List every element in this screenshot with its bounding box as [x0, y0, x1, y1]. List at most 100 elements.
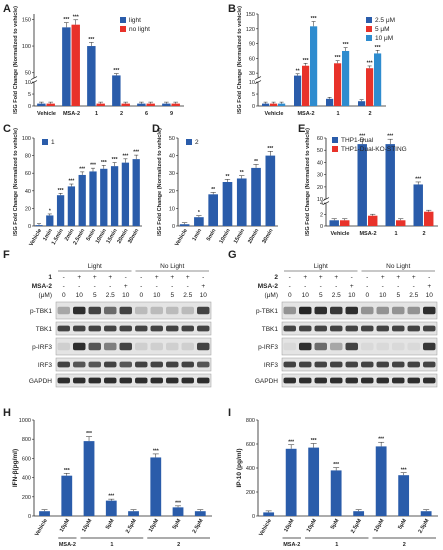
legend-label: light — [129, 17, 141, 24]
blot-strip — [55, 357, 212, 372]
bar — [121, 162, 130, 226]
blot-band — [73, 361, 86, 368]
blot-band — [314, 361, 327, 368]
blot-row-label: p-IRF3 — [258, 344, 278, 351]
bar — [121, 103, 130, 106]
x-category-label: 2min — [64, 227, 76, 242]
blot-band — [299, 342, 312, 351]
blot-band — [181, 377, 194, 384]
y-tick-label: 800 — [22, 437, 31, 443]
concentration-lane-value: 5 — [396, 292, 400, 299]
y-tick-label: 20 — [169, 189, 175, 195]
blot-band — [150, 325, 163, 332]
blot-band — [135, 377, 148, 384]
msa-lane-flag: - — [156, 283, 158, 290]
blot-band — [197, 325, 210, 332]
msa-row-label: MSA-2 — [32, 283, 53, 290]
significance-marker: *** — [401, 467, 407, 473]
blot-band — [376, 377, 389, 384]
concentration-lane-value: 5 — [93, 292, 97, 299]
blot-strip — [55, 301, 212, 320]
y-axis-label: IFN-β(pg/ml) — [12, 449, 19, 487]
y-tick-label: 10 — [317, 197, 323, 203]
legend-swatch — [42, 139, 48, 145]
blot-band — [376, 325, 389, 332]
significance-marker: *** — [335, 55, 341, 61]
y-tick-label: 2 — [320, 213, 323, 219]
bar — [308, 447, 320, 516]
blot-row-label: p-TBK1 — [30, 308, 52, 315]
x-category-label: 2.5μM — [125, 518, 138, 535]
blot-row-label: TBK1 — [36, 326, 53, 333]
x-category-label: 1min — [192, 227, 204, 242]
bar — [132, 159, 140, 226]
legend-label: 10 μM — [375, 35, 393, 42]
concentration-lane-value: 10 — [348, 292, 356, 299]
y-tick-label: 40 — [169, 154, 175, 160]
compound-lane-flag: + — [77, 274, 81, 281]
x-category-label: Vehicle — [174, 228, 189, 247]
condition-light-label: Light — [314, 263, 328, 270]
blot-band — [376, 342, 389, 351]
blot-band — [104, 361, 117, 368]
blot-strip — [281, 321, 438, 336]
bar — [326, 98, 334, 106]
group-label: 2 — [177, 542, 180, 548]
blot-band — [197, 361, 210, 368]
bar — [194, 511, 206, 516]
blot-band — [345, 306, 358, 315]
blot-band — [88, 361, 101, 368]
significance-marker: *** — [73, 14, 79, 20]
y-tick-label: 0 — [28, 514, 31, 520]
blot-band — [119, 377, 132, 384]
blot-band — [361, 342, 374, 351]
blot-row-label: IRF3 — [264, 362, 278, 369]
significance-marker: *** — [133, 150, 139, 156]
blot-band — [423, 325, 436, 332]
significance-marker: *** — [288, 439, 294, 445]
blot-band — [407, 377, 420, 384]
blot-band — [166, 342, 179, 351]
significance-marker: *** — [64, 468, 70, 474]
legend-label: 1 — [51, 139, 55, 146]
x-category-label: 2.5μM — [192, 518, 205, 535]
y-tick-label: 800 — [246, 418, 255, 424]
bar — [265, 155, 276, 226]
blot-band — [376, 361, 389, 368]
blots-layer: Light No Light 1 MSA-2 (μM) - - 0 + - 10 + - 5 + - 2.5 - +… — [29, 263, 438, 388]
y-tick-label: 200 — [22, 495, 31, 501]
y-tick-label: 100 — [22, 136, 31, 142]
legend-swatch — [120, 26, 126, 32]
significance-marker: ** — [226, 174, 230, 180]
blot-band — [314, 325, 327, 332]
bar — [39, 511, 50, 516]
blot-band — [345, 377, 358, 384]
blot-band — [283, 325, 296, 332]
y-tick-label: 50 — [169, 136, 175, 142]
legend-swatch — [366, 35, 372, 41]
compound-lane-flag: - — [202, 274, 204, 281]
bar — [424, 211, 434, 226]
compound-lane-flag: + — [334, 274, 338, 281]
blot-band — [135, 342, 148, 351]
bar — [162, 103, 171, 106]
y-tick-label: 150 — [246, 12, 255, 18]
concentration-lane-value: 10 — [122, 292, 130, 299]
y-tick-label: 60 — [317, 136, 323, 142]
x-category-label: 5min — [86, 227, 98, 242]
blot-band — [197, 377, 210, 384]
compound-lane-flag: + — [93, 274, 97, 281]
x-category-label: 2.5min — [72, 227, 86, 246]
blot-band — [88, 342, 101, 351]
blot-band — [181, 306, 194, 315]
blot-band — [392, 361, 405, 368]
blot-row-label: GAPDH — [29, 378, 52, 385]
y-tick-label: 40 — [25, 189, 31, 195]
blot-row-label: TBK1 — [262, 326, 279, 333]
bar — [172, 507, 184, 516]
blot-band — [57, 325, 70, 332]
blot-f: Light No Light 1 MSA-2 (μM) - - 0 + - 10 + - 5 + - 2.5 - +… — [29, 263, 212, 388]
significance-marker: *** — [343, 42, 349, 48]
